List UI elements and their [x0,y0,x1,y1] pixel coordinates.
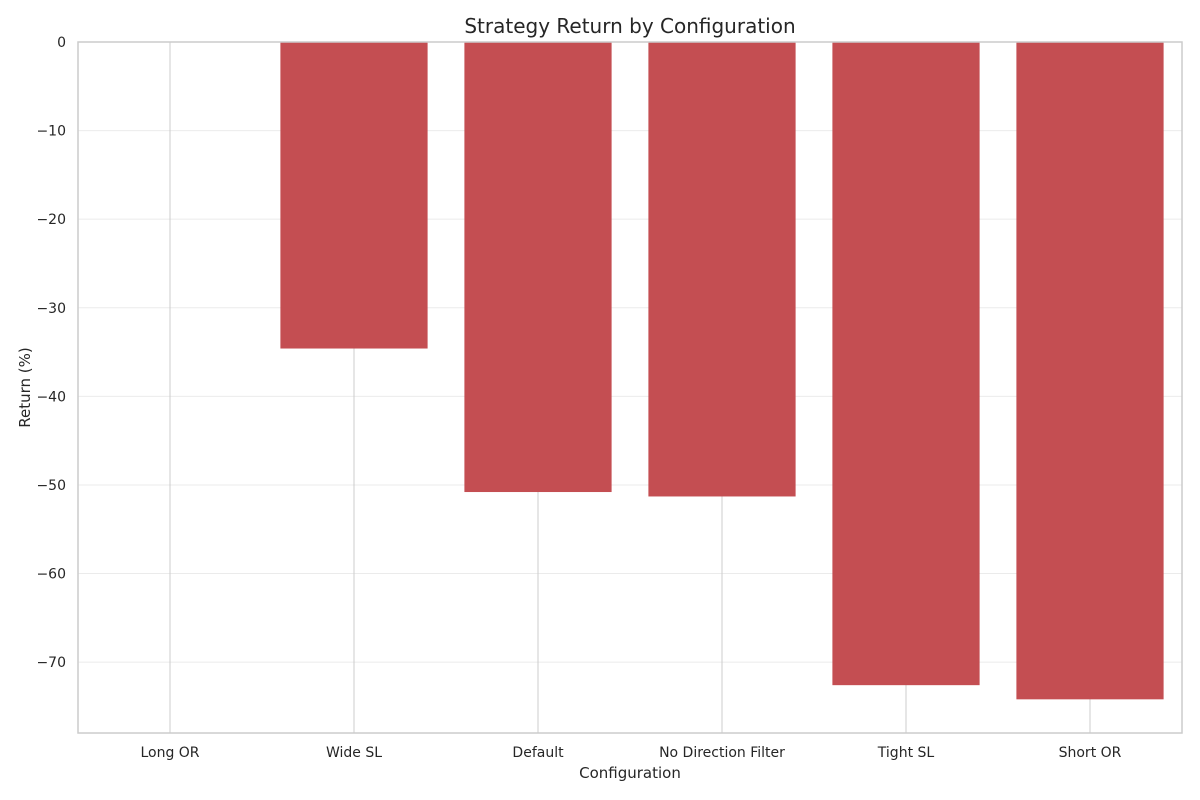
bars [280,42,1164,700]
y-tick-label: −60 [36,567,66,583]
y-tick-label: −50 [36,478,66,494]
bar [648,42,796,497]
bar [464,42,612,493]
x-axis-label: Configuration [579,764,681,782]
y-tick-label: 0 [57,35,66,51]
x-tick-label: Short OR [1059,745,1122,761]
y-tick-label: −40 [36,389,66,405]
x-tick-label: Wide SL [326,745,382,761]
y-axis-label: Return (%) [16,347,34,428]
x-tick-label: Default [512,745,564,761]
bar [1016,42,1164,700]
y-tick-label: −20 [36,212,66,228]
y-tick-label: −30 [36,301,66,317]
x-tick-label: Tight SL [877,745,935,761]
y-tick-labels: 0 −10 −20 −30 −40 −50 −60 −70 [36,35,66,671]
x-tick-label: No Direction Filter [659,745,785,761]
y-tick-label: −10 [36,124,66,140]
x-tick-label: Long OR [140,745,199,761]
chart-title: Strategy Return by Configuration [464,14,795,38]
bar [832,42,980,686]
bar [280,42,428,349]
plot-frame [77,41,1183,734]
x-tick-labels: Long OR Wide SL Default No Direction Filter… [140,745,1121,761]
y-tick-label: −70 [36,655,66,671]
